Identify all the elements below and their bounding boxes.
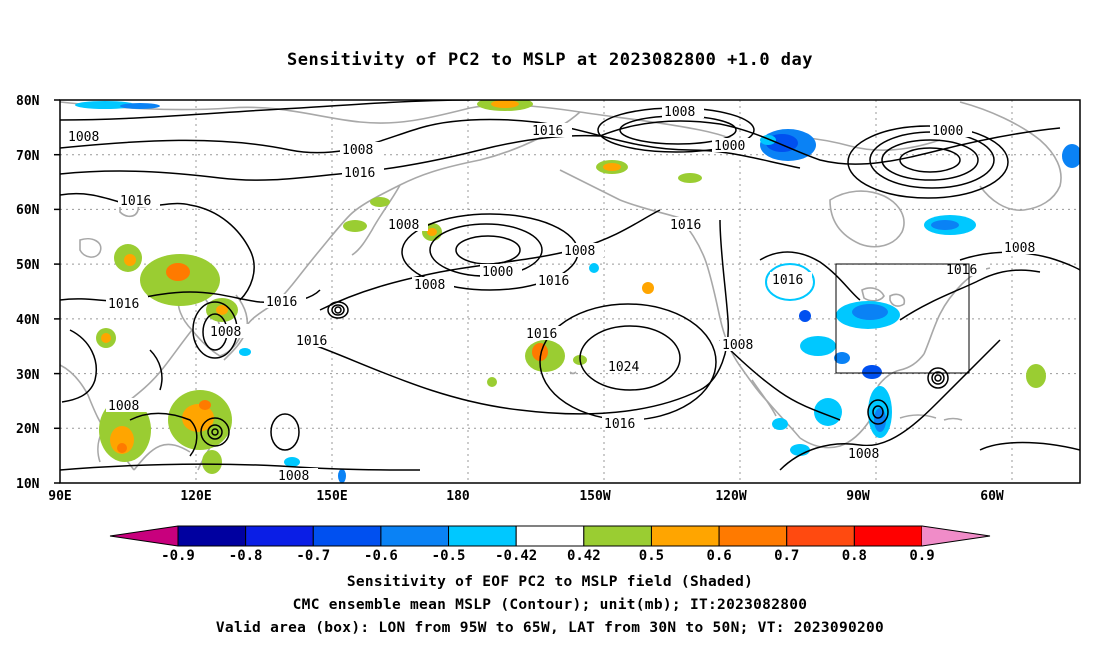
lat-axis: 80N 70N 60N 50N 40N 30N 20N 10N <box>16 94 40 492</box>
colorbar-tick-label: 0.6 <box>706 548 731 564</box>
lon-tick-label: 120W <box>715 489 746 504</box>
caption-line-3: Valid area (box): LON from 95W to 65W, L… <box>215 620 885 636</box>
lat-tick-label: 20N <box>16 422 40 437</box>
lat-tick-label: 50N <box>16 258 40 273</box>
caption-line-2: CMC ensemble mean MSLP (Contour); unit(m… <box>292 597 808 613</box>
contour-label: 1016 <box>526 327 557 342</box>
contour-label: 1016 <box>120 194 151 209</box>
contour-label: 1008 <box>108 399 139 414</box>
contour-label: 1016 <box>532 124 563 139</box>
contour-label: 1008 <box>68 130 99 145</box>
contour-label: 1008 <box>278 469 309 484</box>
contour-label: 1016 <box>604 417 635 432</box>
lat-tick-label: 70N <box>16 149 40 164</box>
colorbar-tick-label: -0.42 <box>495 548 537 564</box>
colorbar-cell <box>312 525 382 547</box>
lat-tick-label: 60N <box>16 203 40 218</box>
contour-label: 1000 <box>482 265 513 280</box>
colorbar-tick-label: -0.9 <box>161 548 195 564</box>
lon-tick-label: 60W <box>980 489 1004 504</box>
colorbar-cell <box>650 525 720 547</box>
colorbar: -0.9 -0.8 -0.7 -0.6 -0.5 -0.42 0.42 0.5 0.6 0.7 0.… <box>109 525 991 564</box>
colorbar-cell <box>177 525 247 547</box>
lon-tick-label: 120E <box>180 489 211 504</box>
colorbar-cell <box>583 525 652 547</box>
plot-title: Sensitivity of PC2 to MSLP at 2023082800… <box>286 50 813 70</box>
contour-label: 1008 <box>1004 241 1035 256</box>
colorbar-cells <box>177 525 923 547</box>
lat-tick-label: 30N <box>16 368 40 383</box>
contour-label: 1016 <box>108 297 139 312</box>
contour-label: 1008 <box>722 338 753 353</box>
lat-tick-label: 10N <box>16 477 40 492</box>
colorbar-tick-label: 0.9 <box>909 548 934 564</box>
colorbar-high-triangle <box>922 526 990 546</box>
contour-label: 1008 <box>848 447 879 462</box>
contour-label: 1016 <box>296 334 327 349</box>
lon-axis: 90E 120E 150E 180 150W 120W 90W 60W <box>48 489 1004 504</box>
colorbar-tick-label: 0.42 <box>567 548 601 564</box>
lon-tick-label: 150W <box>579 489 610 504</box>
colorbar-cell <box>245 525 314 547</box>
lat-tick-label: 40N <box>16 313 40 328</box>
colorbar-tick-label: 0.8 <box>842 548 867 564</box>
colorbar-cell <box>448 525 517 547</box>
contour-label: 1016 <box>670 218 701 233</box>
colorbar-tick-label: -0.6 <box>364 548 398 564</box>
map-frame <box>59 99 1081 484</box>
colorbar-labels: -0.9 -0.8 -0.7 -0.6 -0.5 -0.42 0.42 0.5 0.6 0.7 0.… <box>161 548 935 564</box>
contour-label: 1008 <box>210 325 241 340</box>
lon-tick-label: 90E <box>48 489 71 504</box>
contour-label: 1000 <box>714 139 745 154</box>
tick-marks <box>54 99 60 484</box>
lon-tick-label: 150E <box>316 489 347 504</box>
contour-label: 1024 <box>608 360 639 375</box>
lat-tick-label: 80N <box>16 94 40 109</box>
caption-line-1: Sensitivity of EOF PC2 to MSLP field (Sh… <box>346 574 754 590</box>
colorbar-cell <box>853 525 923 547</box>
contour-label: 1000 <box>932 124 963 139</box>
contour-label: 1016 <box>344 166 375 181</box>
contour-label: 1008 <box>388 218 419 233</box>
colorbar-tick-label: 0.5 <box>639 548 664 564</box>
contour-label: 1016 <box>946 263 977 278</box>
contour-label: 1008 <box>342 143 373 158</box>
colorbar-cell <box>380 525 450 547</box>
contour-label: 1016 <box>266 295 297 310</box>
colorbar-tick-label: -0.5 <box>432 548 466 564</box>
valid-area-box <box>835 263 970 374</box>
contour-label: 1008 <box>414 278 445 293</box>
colorbar-outline <box>109 525 991 547</box>
lon-tick-label: 180 <box>446 489 470 504</box>
colorbar-tick-label: -0.8 <box>229 548 263 564</box>
lon-tick-label: 90W <box>846 489 870 504</box>
contour-label: 1008 <box>664 105 695 120</box>
colorbar-tick-label: -0.7 <box>296 548 330 564</box>
colorbar-cell <box>515 525 585 547</box>
contour-label: 1016 <box>538 274 569 289</box>
colorbar-cell <box>786 525 855 547</box>
contour-label: 1008 <box>564 244 595 259</box>
colorbar-cell <box>718 525 788 547</box>
colorbar-tick-label: 0.7 <box>774 548 799 564</box>
colorbar-low-triangle <box>110 526 178 546</box>
contour-label: 1016 <box>772 273 803 288</box>
